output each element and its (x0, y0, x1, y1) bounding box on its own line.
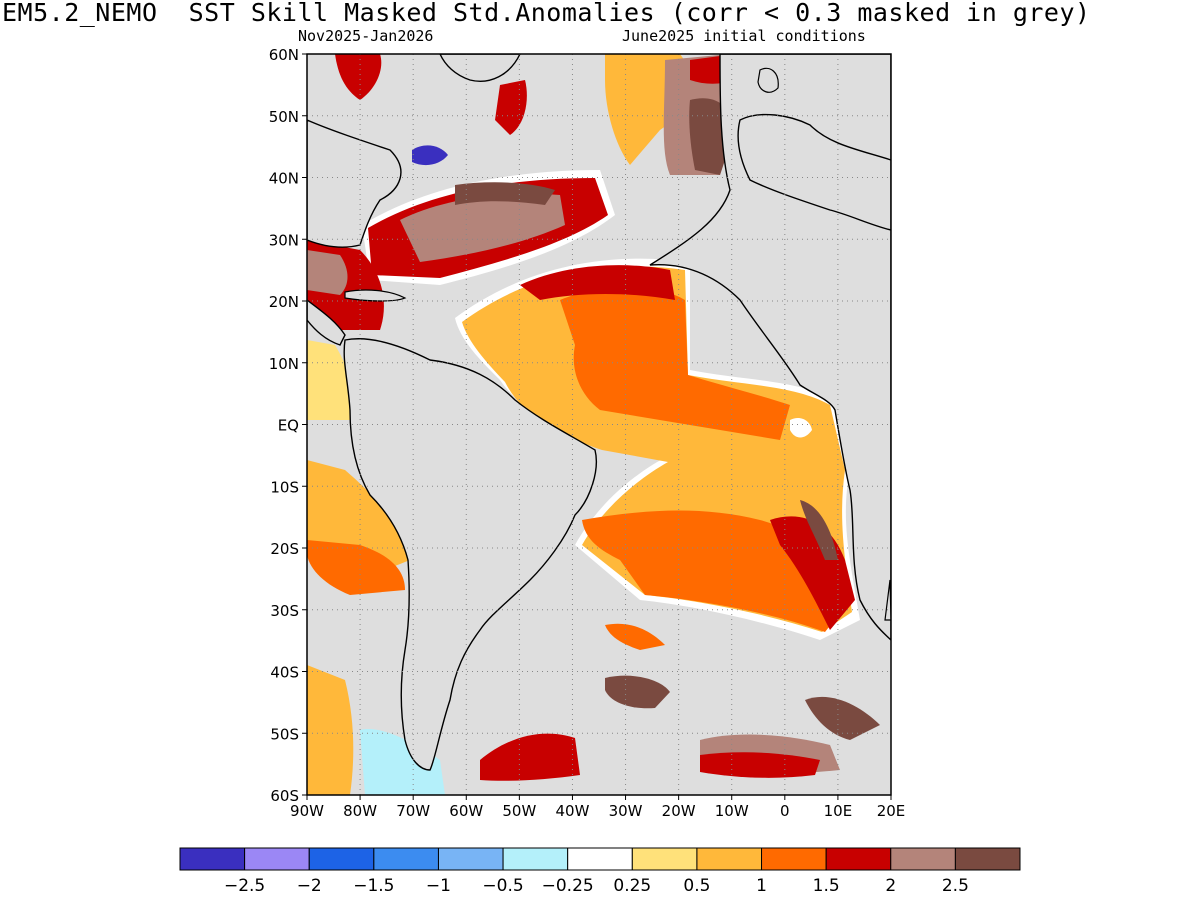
region-south-brown-1 (605, 675, 670, 709)
region-caribbean-brown (307, 250, 348, 295)
colorbar-label: −0.25 (542, 876, 594, 896)
y-tick-label: 40N (269, 170, 299, 188)
colorbar-swatch (179, 847, 246, 871)
colorbar-swatch (308, 847, 375, 871)
x-tick-label: 0 (780, 802, 790, 820)
region-sw-pacific-blue (360, 729, 445, 795)
colorbar-label: 1.5 (813, 876, 840, 896)
colorbar-label: 2.5 (942, 876, 969, 896)
colorbar-swatch (825, 847, 892, 871)
y-tick-label: 40S (270, 664, 299, 682)
y-tick-label: 10N (269, 355, 299, 373)
colorbar-swatch (502, 847, 569, 871)
y-tick-label: 60S (270, 787, 299, 805)
region-south-red-2 (700, 752, 820, 778)
region-labrador-red (335, 54, 382, 100)
land-masses (307, 54, 891, 771)
region-south-brown-3 (805, 696, 880, 740)
region-tropical-red (520, 265, 675, 300)
y-tick-label: 20S (270, 540, 299, 558)
y-tick-label: 30S (270, 602, 299, 620)
colorbar-label: −1.5 (353, 876, 394, 896)
chart-title: EM5.2_NEMO SST Skill Masked Std.Anomalie… (2, 0, 1091, 27)
y-tick-label: EQ (278, 417, 299, 435)
region-scotian-blue (412, 145, 448, 166)
x-tick-label: 20W (662, 802, 696, 820)
colorbar-label: −2.5 (224, 876, 265, 896)
colorbar-swatch (244, 847, 310, 871)
y-tick-label: 10S (270, 478, 299, 496)
region-gulf-stream-dark (455, 182, 555, 205)
colorbar-swatch (567, 847, 633, 871)
x-axis-ticks: 90W 80W 70W 60W 50W 40W 30W 20W 10W 0 10E 20E (290, 795, 905, 820)
x-tick-label: 30W (609, 802, 643, 820)
x-tick-label: 70W (396, 802, 430, 820)
colorbar-swatch (696, 847, 763, 871)
land-british-isles (757, 67, 779, 93)
grid-lines (307, 54, 891, 795)
region-sw-pacific-orange (307, 665, 354, 795)
land-greenland (439, 54, 521, 82)
y-tick-label: 20N (269, 293, 299, 311)
x-tick-label: 10W (715, 802, 749, 820)
x-tick-label: 20E (877, 802, 906, 820)
forecast-period: Nov2025-Jan2026 (298, 27, 434, 45)
region-gulf-stream-brown (400, 193, 565, 262)
colorbar-swatch (761, 847, 827, 871)
land-north-america (307, 119, 402, 248)
anomaly-regions (307, 54, 880, 795)
colorbar-swatch (373, 847, 439, 871)
initial-conditions: June2025 initial conditions (622, 27, 866, 45)
land-cuba (344, 289, 407, 302)
x-tick-label: 60W (449, 802, 483, 820)
land-europe (737, 113, 891, 231)
land-south-america (343, 338, 597, 771)
colorbar-label: −1 (426, 876, 451, 896)
colorbar-label: −0.5 (482, 876, 523, 896)
x-tick-label: 80W (343, 802, 377, 820)
region-tropical-dark-orange (560, 286, 790, 440)
x-tick-label: 10E (824, 802, 853, 820)
y-tick-label: 60N (269, 46, 299, 64)
colorbar-swatch (890, 847, 956, 871)
y-tick-label: 50N (269, 108, 299, 126)
region-south-orange-1 (605, 623, 665, 650)
region-newfoundland-red (495, 80, 527, 135)
region-gulf-guinea-white (790, 418, 812, 438)
land-central-america (307, 299, 346, 346)
colorbar-swatch (954, 847, 1021, 871)
y-tick-label: 50S (270, 725, 299, 743)
colorbar-label: −2 (297, 876, 322, 896)
x-tick-label: 40W (555, 802, 589, 820)
colorbar-swatch (631, 847, 698, 871)
colorbar: −2.5 −2 −1.5 −1 −0.5 −0.25 0.25 0.5 1 1.5 2 2.5 (179, 847, 1021, 896)
colorbar-label: 1 (756, 876, 767, 896)
colorbar-label: 0.25 (613, 876, 651, 896)
region-benguela-brown (800, 500, 838, 560)
x-tick-label: 50W (502, 802, 536, 820)
region-falkland-red (480, 733, 580, 781)
y-axis-ticks: 60N 50N 40N 30N 20N 10N EQ 10S 20S 30S 40S 50S 60S (269, 46, 307, 805)
colorbar-label: 0.5 (683, 876, 710, 896)
colorbar-swatch (437, 847, 504, 871)
colorbar-label: 2 (885, 876, 896, 896)
y-tick-label: 30N (269, 231, 299, 249)
region-pacific-yellow (307, 340, 357, 420)
x-tick-label: 90W (290, 802, 324, 820)
region-pacific-darkorange (307, 540, 405, 595)
